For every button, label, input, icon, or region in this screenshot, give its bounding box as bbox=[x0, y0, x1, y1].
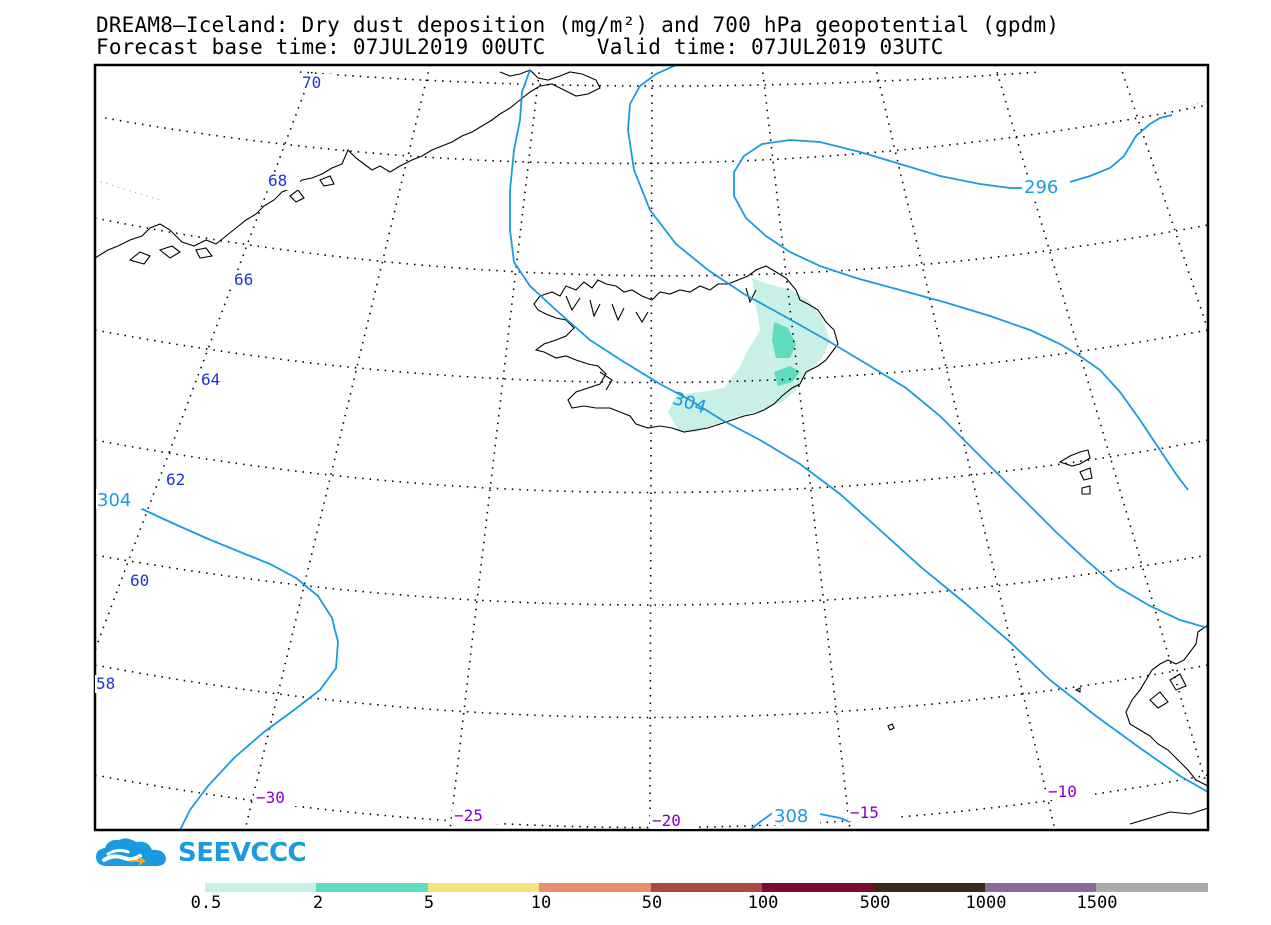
minor-lines bbox=[95, 99, 1208, 201]
greenland-coast bbox=[95, 69, 601, 259]
legend-label: 500 bbox=[859, 893, 891, 913]
longitude-lines bbox=[95, 65, 1208, 830]
legend-swatch bbox=[427, 883, 540, 892]
lat-label: 70 bbox=[302, 73, 321, 92]
contour-308 bbox=[748, 811, 775, 830]
contour-304-east bbox=[509, 69, 1208, 793]
contour-label-308: 308 bbox=[774, 806, 808, 827]
seevccc-logo: SEEVCCC bbox=[94, 835, 307, 871]
legend-swatch bbox=[650, 883, 762, 892]
legend-swatch bbox=[1096, 883, 1208, 892]
contour-labels: 296 304 304 308 bbox=[96, 176, 1070, 827]
coastlines bbox=[95, 69, 1208, 825]
cloud-arrow-icon bbox=[96, 838, 166, 866]
legend-label: 1500 bbox=[1076, 893, 1118, 913]
lon-label: −25 bbox=[454, 806, 483, 825]
valid-time: Valid time: 07JUL2019 03UTC bbox=[596, 35, 944, 59]
legend-label: 10 bbox=[530, 893, 552, 913]
geopotential-contours bbox=[139, 65, 1208, 830]
norway-coast bbox=[1125, 624, 1208, 787]
lon-label: −20 bbox=[652, 811, 681, 830]
map-subtitle: Forecast base time: 07JUL2019 00UTC Vali… bbox=[96, 36, 944, 58]
dust-deposition-field bbox=[668, 278, 830, 432]
lat-label: 58 bbox=[96, 674, 115, 693]
logo-text: SEEVCCC bbox=[178, 838, 307, 868]
lat-label: 66 bbox=[234, 270, 253, 289]
lon-label: −30 bbox=[256, 788, 285, 807]
legend-labels: 0.5 2 5 10 50 100 500 1000 1500 bbox=[0, 893, 1271, 917]
legend-swatch bbox=[205, 883, 317, 892]
iceland-coast bbox=[533, 265, 839, 433]
longitude-labels: −30 −25 −20 −15 −10 bbox=[254, 782, 1094, 830]
legend-label: 100 bbox=[747, 893, 779, 913]
map-frame bbox=[93, 63, 1210, 832]
legend-label: 1000 bbox=[965, 893, 1007, 913]
contour-296 bbox=[733, 114, 1189, 491]
forecast-base-time: Forecast base time: 07JUL2019 00UTC bbox=[96, 35, 546, 59]
legend-label: 5 bbox=[423, 893, 435, 913]
dust-area-medium-south bbox=[774, 366, 800, 386]
legend-swatch bbox=[316, 883, 428, 892]
faroe-islands bbox=[1058, 449, 1091, 467]
legend-swatch bbox=[984, 883, 1097, 892]
contour-label-304-west: 304 bbox=[97, 490, 131, 511]
lat-label: 60 bbox=[130, 571, 149, 590]
color-legend bbox=[205, 883, 1208, 892]
map-title: DREAM8–Iceland: Dry dust deposition (mg/… bbox=[96, 13, 1060, 37]
legend-label: 0.5 bbox=[190, 893, 222, 913]
contour-label-296: 296 bbox=[1024, 177, 1058, 198]
contour-300 bbox=[627, 65, 1208, 629]
legend-swatch bbox=[873, 883, 985, 892]
dust-area-medium-north bbox=[772, 322, 796, 358]
map-content bbox=[95, 65, 1208, 830]
lon-label: −10 bbox=[1048, 782, 1077, 801]
legend-swatch bbox=[539, 883, 651, 892]
lat-label: 68 bbox=[268, 171, 287, 190]
legend-label: 50 bbox=[641, 893, 663, 913]
lat-label: 62 bbox=[166, 470, 185, 489]
lon-label: −15 bbox=[850, 803, 879, 822]
dust-area-light bbox=[668, 278, 830, 432]
legend-label: 2 bbox=[312, 893, 324, 913]
lat-label: 64 bbox=[201, 370, 220, 389]
legend-swatch bbox=[761, 883, 874, 892]
contour-304-west bbox=[139, 507, 339, 830]
latitude-labels: 70 68 66 64 62 60 58 bbox=[95, 73, 334, 693]
